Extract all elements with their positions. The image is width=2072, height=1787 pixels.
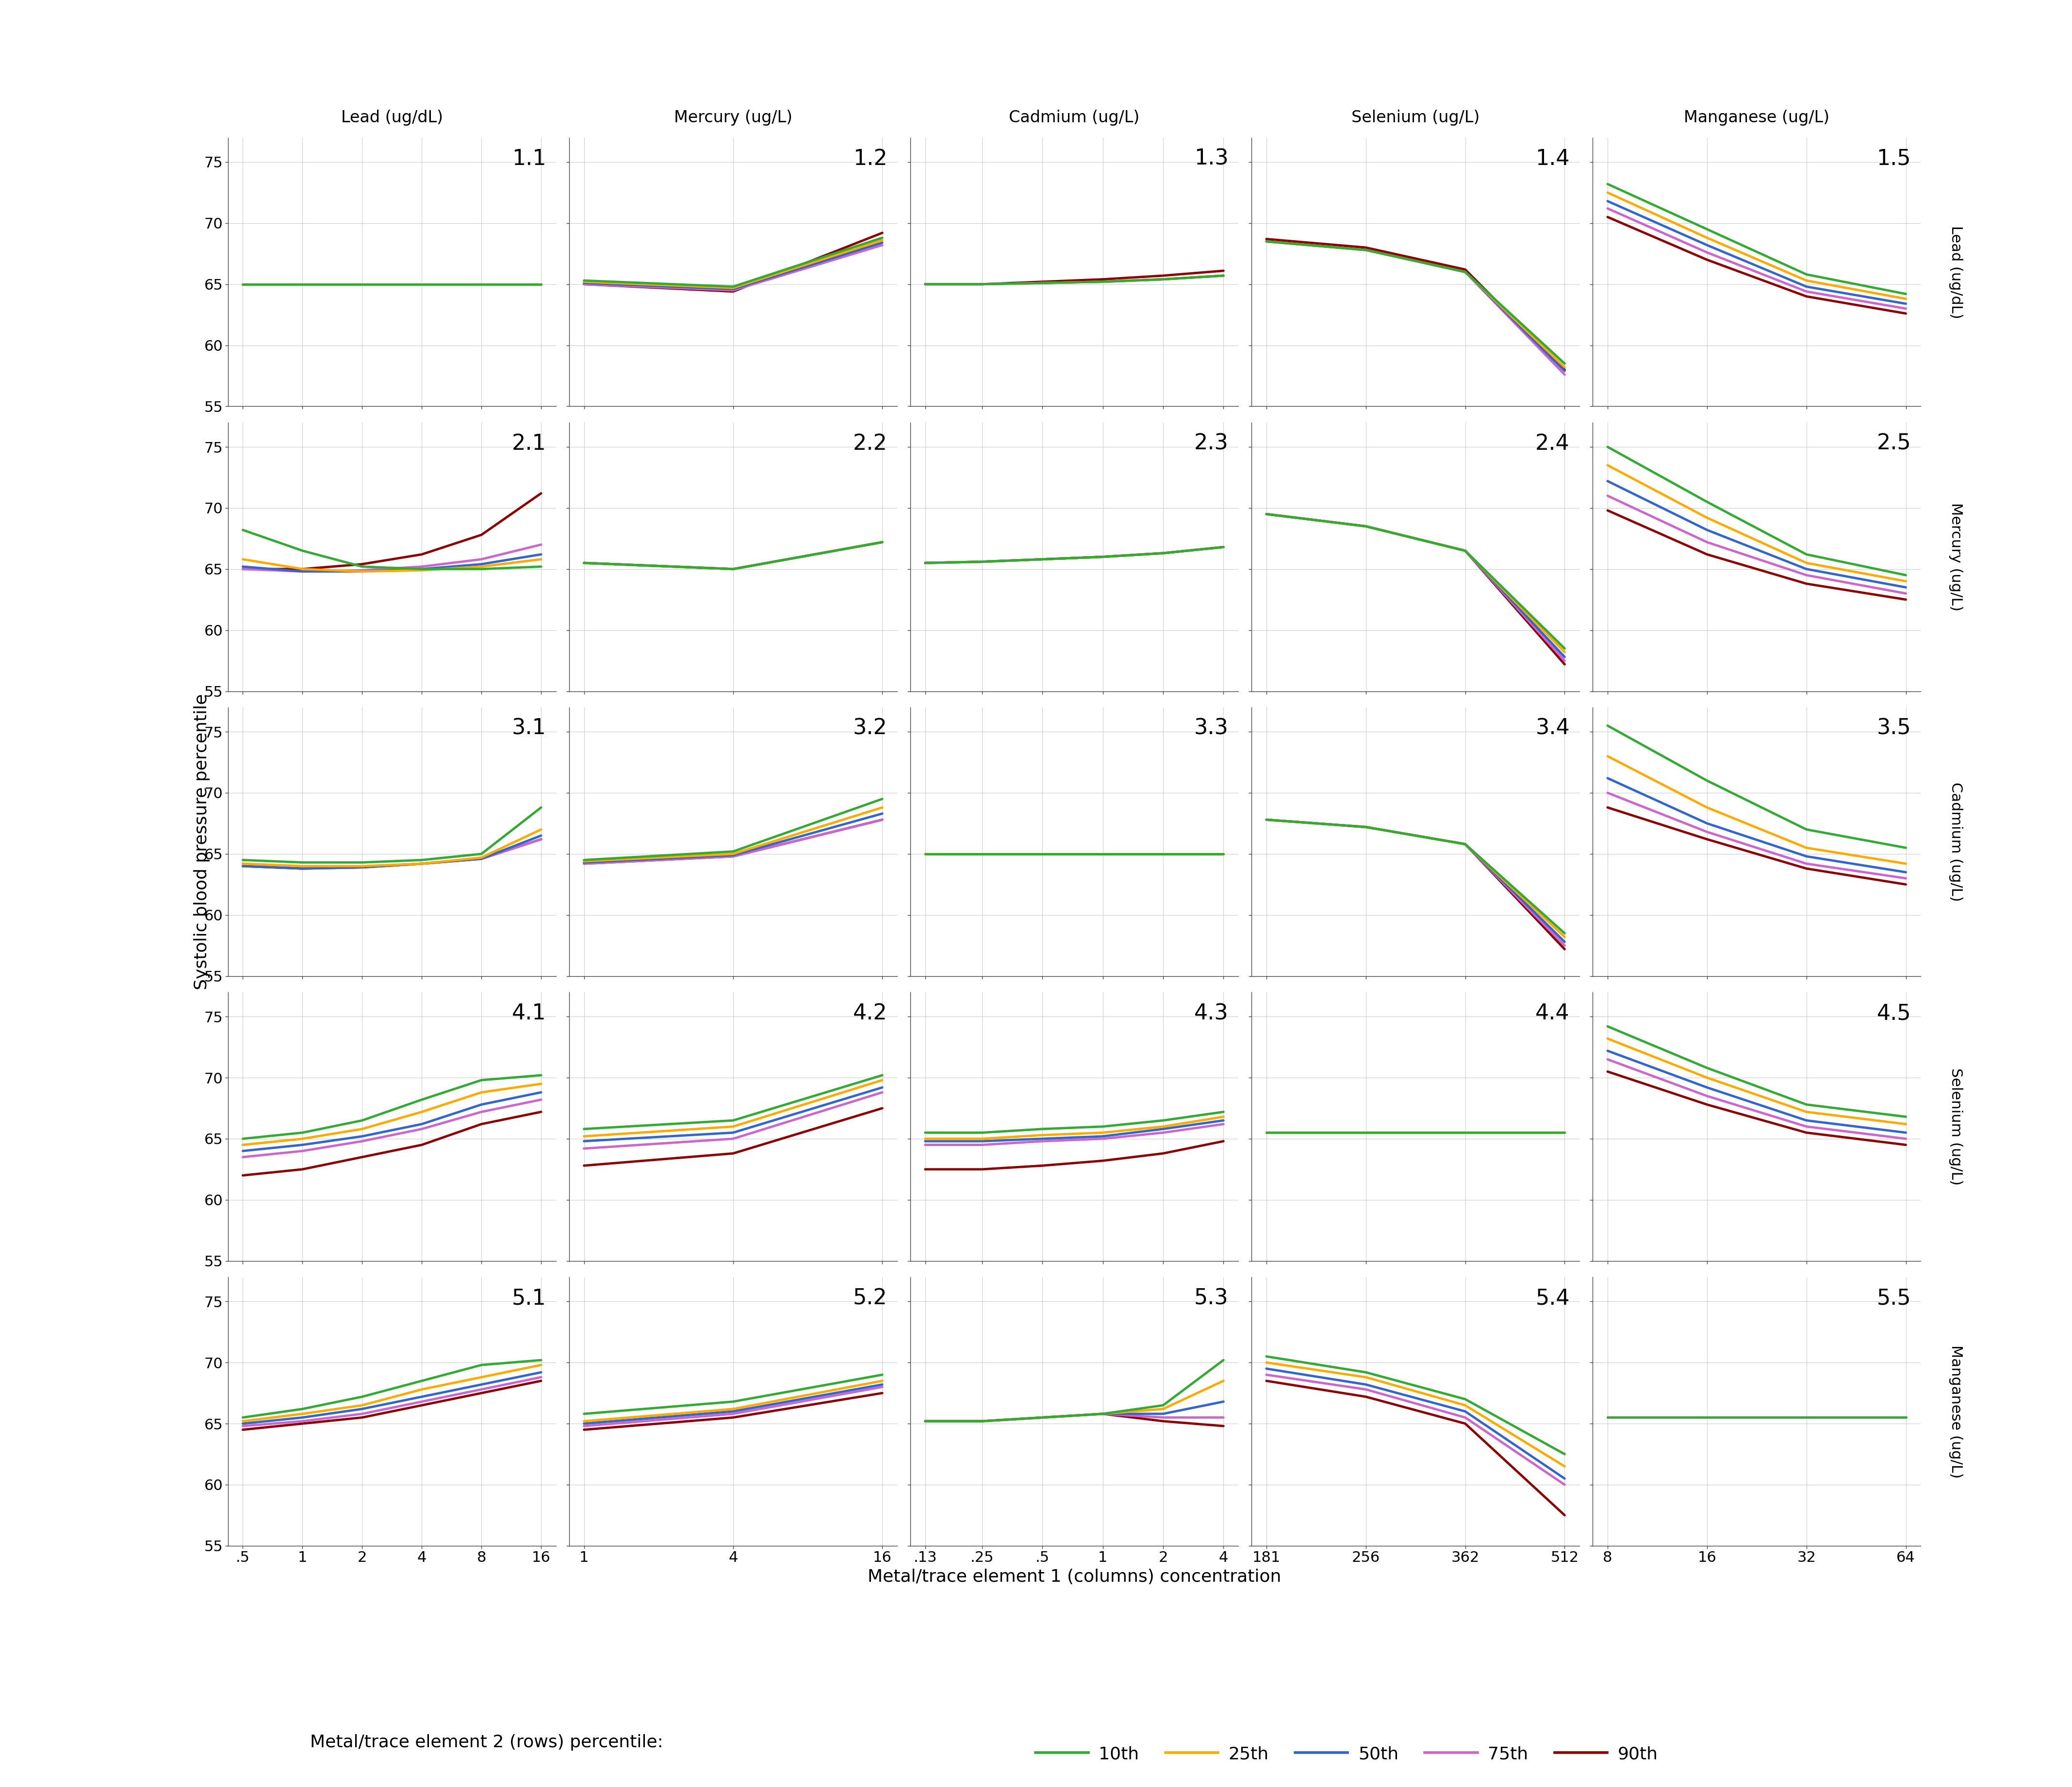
Text: Manganese (ug/L): Manganese (ug/L) [1948, 1346, 1962, 1478]
Text: 3.3: 3.3 [1193, 718, 1229, 738]
Text: Systolic blood pressure percentile: Systolic blood pressure percentile [195, 693, 209, 990]
Text: 5.4: 5.4 [1535, 1288, 1571, 1308]
Text: 2.2: 2.2 [854, 432, 887, 454]
Text: 2.4: 2.4 [1535, 432, 1571, 454]
Text: Metal/trace element 2 (rows) percentile:: Metal/trace element 2 (rows) percentile: [311, 1733, 663, 1751]
Text: 1.4: 1.4 [1535, 148, 1571, 170]
Text: 1.2: 1.2 [854, 148, 887, 170]
Text: Mercury (ug/L): Mercury (ug/L) [1948, 502, 1962, 611]
Text: 3.4: 3.4 [1535, 718, 1571, 738]
Text: Manganese (ug/L): Manganese (ug/L) [1685, 109, 1830, 125]
Text: 5.2: 5.2 [854, 1288, 887, 1308]
Text: 4.2: 4.2 [854, 1003, 887, 1024]
Text: 4.5: 4.5 [1877, 1003, 1910, 1024]
Text: Lead (ug/dL): Lead (ug/dL) [342, 109, 443, 125]
Text: 3.2: 3.2 [854, 718, 887, 738]
Text: 4.4: 4.4 [1535, 1003, 1571, 1024]
Text: Mercury (ug/L): Mercury (ug/L) [673, 109, 792, 125]
Text: 4.1: 4.1 [512, 1003, 547, 1024]
Text: 5.1: 5.1 [512, 1288, 547, 1308]
Text: 2.3: 2.3 [1193, 432, 1229, 454]
Text: 3.1: 3.1 [512, 718, 547, 738]
Text: 3.5: 3.5 [1877, 718, 1910, 738]
Text: Cadmium (ug/L): Cadmium (ug/L) [1009, 109, 1140, 125]
Text: 2.5: 2.5 [1877, 432, 1910, 454]
Text: 2.1: 2.1 [512, 432, 547, 454]
Text: 1.5: 1.5 [1877, 148, 1910, 170]
Text: 1.3: 1.3 [1193, 148, 1229, 170]
Text: Cadmium (ug/L): Cadmium (ug/L) [1948, 783, 1962, 901]
Text: 5.3: 5.3 [1193, 1288, 1229, 1308]
Text: Selenium (ug/L): Selenium (ug/L) [1948, 1069, 1962, 1185]
Text: Metal/trace element 1 (columns) concentration: Metal/trace element 1 (columns) concentr… [868, 1569, 1280, 1585]
Text: 5.5: 5.5 [1877, 1288, 1910, 1308]
Text: 1.1: 1.1 [512, 148, 547, 170]
Legend: 10th, 25th, 50th, 75th, 90th: 10th, 25th, 50th, 75th, 90th [1028, 1739, 1666, 1769]
Text: Lead (ug/dL): Lead (ug/dL) [1948, 225, 1962, 318]
Text: Selenium (ug/L): Selenium (ug/L) [1351, 109, 1479, 125]
Text: 4.3: 4.3 [1193, 1003, 1229, 1024]
